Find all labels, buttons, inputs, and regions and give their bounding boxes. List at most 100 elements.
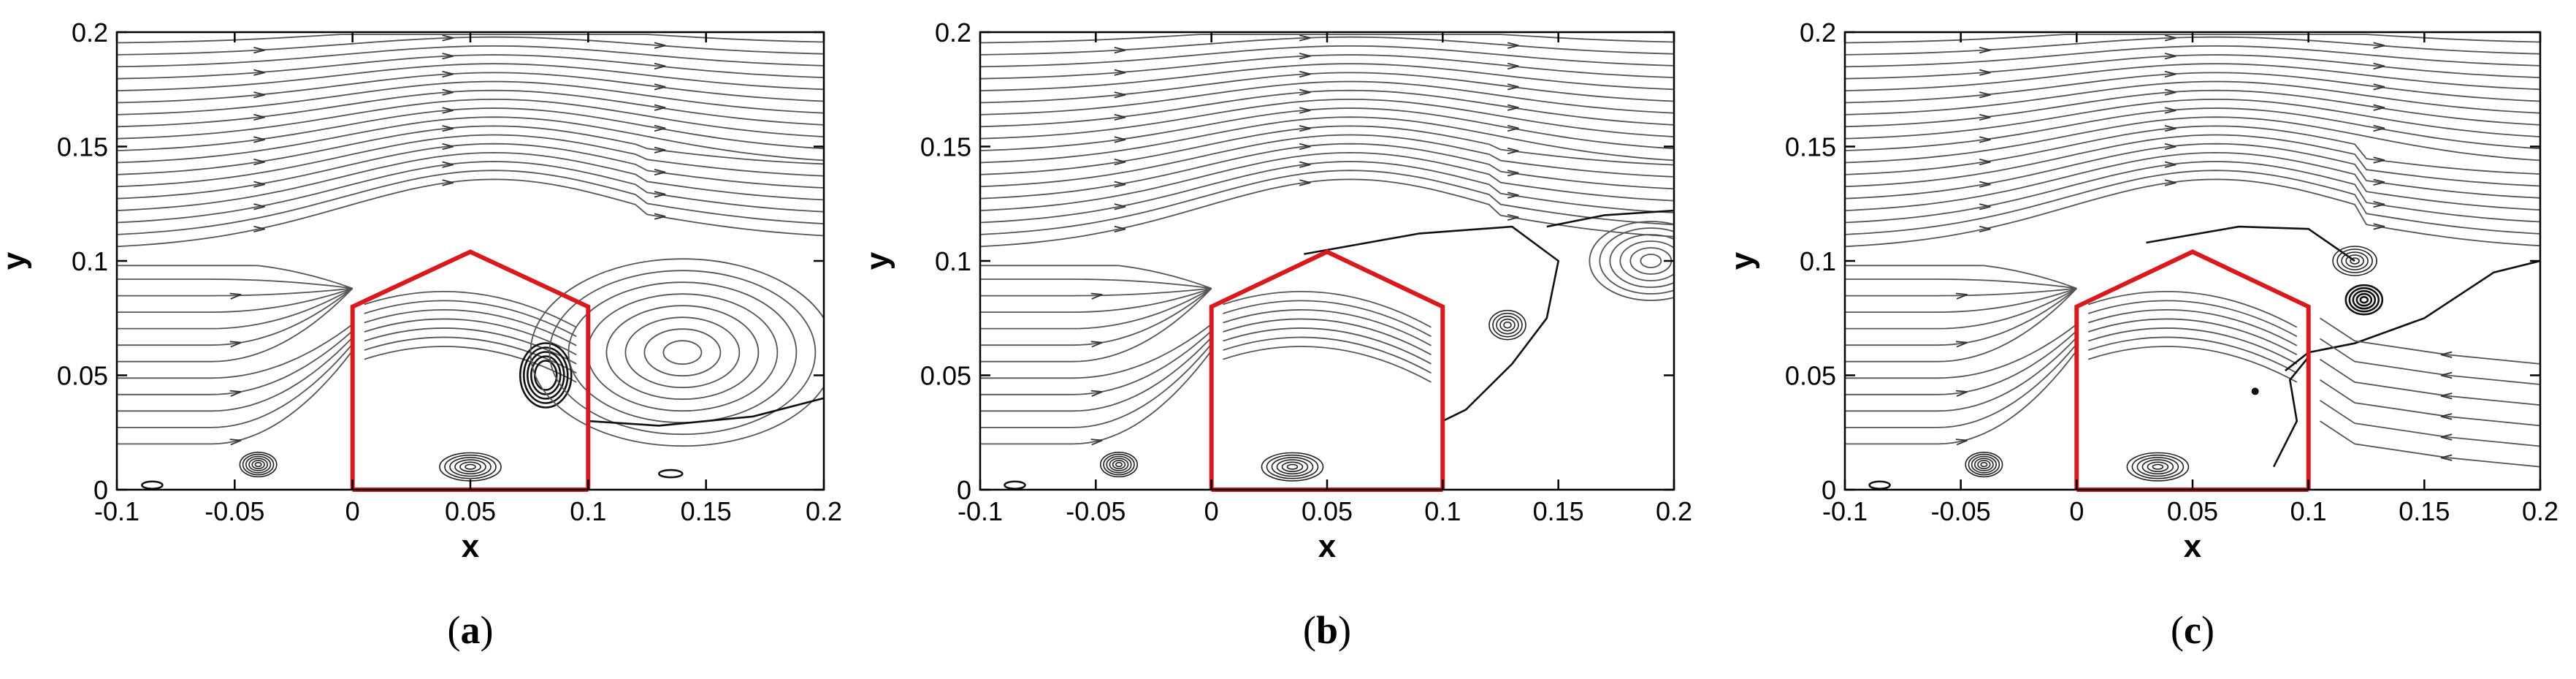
upstream-vortex-ring	[242, 453, 275, 476]
x-tick-label: 0.05	[445, 496, 496, 526]
streamline-arrow	[1507, 170, 1519, 177]
x-tick-label: 0	[1204, 496, 1219, 526]
corner-vortex	[1004, 480, 1026, 490]
reverse-streamline	[2320, 400, 2540, 447]
streamline-arrow	[253, 181, 265, 188]
streamline	[117, 98, 824, 140]
streamline	[117, 178, 824, 248]
interior-streamline	[2087, 309, 2298, 346]
interior-streamline	[364, 336, 577, 374]
interior-streamline	[2087, 318, 2298, 356]
streamline-arrow	[1299, 34, 1311, 42]
interior-loop	[533, 360, 558, 391]
ground-vortex-ring	[449, 457, 492, 477]
upstream-vortex-ring	[1980, 461, 1988, 468]
streamline-arrow	[1955, 439, 1968, 446]
wake-vortex-ring	[1503, 321, 1512, 329]
ground-vortex-ring	[1281, 461, 1304, 472]
streamline	[980, 287, 1212, 297]
caption-paren: )	[2201, 608, 2214, 652]
streamline	[1845, 287, 2077, 330]
interior-loop	[522, 346, 569, 404]
streamline	[980, 151, 1674, 211]
wake-vortex-ring	[624, 316, 741, 389]
streamline	[1845, 98, 2540, 140]
y-axis-title: y	[0, 251, 32, 270]
x-tick-label: -0.1	[958, 496, 1003, 526]
streamline-arrow	[2164, 88, 2176, 96]
streamline	[117, 287, 353, 346]
streamline	[117, 45, 824, 68]
streamline	[1845, 344, 2077, 428]
x-tick-label: -0.1	[1822, 496, 1868, 526]
corner-vortex	[1868, 480, 1891, 490]
roof-vortex-ring	[2341, 251, 2369, 270]
interior-streamline	[2087, 336, 2298, 374]
streamline	[980, 287, 1212, 346]
interior-streamline	[1223, 327, 1432, 365]
caption-paren: )	[1338, 608, 1351, 652]
streamline-arrow	[2164, 125, 2176, 132]
streamline-arrow	[2373, 83, 2385, 91]
streamline	[1845, 89, 2540, 128]
streamlines	[980, 34, 1674, 490]
interior-streamline	[1223, 309, 1432, 346]
interior-streamline	[1223, 290, 1432, 328]
caption-paren: (	[2171, 608, 2184, 652]
panel-a: -0.1 -0.05 0 0.05 0.1 0.15 0.2 0 0.05 0.1 0.15 0.2 x…	[0, 18, 842, 652]
y-tick-label: 0.1	[1800, 246, 1836, 276]
streamline	[980, 134, 1674, 188]
streamline	[980, 344, 1212, 428]
streamline-arrow	[2440, 351, 2453, 358]
interior-streamline	[2087, 300, 2298, 338]
interior-streamline	[1223, 300, 1432, 338]
streamline-arrow	[1955, 341, 1968, 348]
y-tick-label: 0	[1822, 475, 1836, 505]
streamlines	[117, 34, 824, 490]
streamline-arrow	[253, 136, 265, 143]
streamline-arrow	[1114, 136, 1126, 143]
streamline-arrow	[1507, 104, 1519, 111]
streamline	[1845, 80, 2540, 115]
streamline	[980, 107, 1674, 151]
streamline-arrow	[1299, 143, 1311, 151]
streamline	[117, 323, 353, 379]
streamline-arrow	[1507, 124, 1519, 132]
streamline-arrow	[654, 104, 666, 111]
interior-streamline	[1223, 318, 1432, 356]
x-tick-label: 0.05	[1302, 496, 1353, 526]
upstream-vortex-ring	[1103, 453, 1135, 476]
streamline-arrow	[1114, 91, 1126, 99]
caption-paren: )	[481, 608, 494, 652]
upstream-vortex-ring	[239, 451, 278, 478]
caption-letter: a	[461, 608, 481, 652]
streamline	[980, 350, 1212, 445]
panel-c: -0.1 -0.05 0 0.05 0.1 0.15 0.2 0 0.05 0.1 0.15 0.2 x…	[1724, 18, 2558, 652]
streamline-arrow	[1507, 191, 1519, 199]
streamline-arrow	[229, 439, 242, 446]
y-tick-label: 0.15	[920, 132, 971, 162]
ground-vortex-ring	[1261, 452, 1324, 482]
streamline-arrow	[1299, 88, 1311, 96]
roof-vortex-ring	[2350, 257, 2360, 265]
streamline	[980, 323, 1212, 379]
streamline-arrow	[442, 161, 454, 168]
y-tick-label: 0.1	[72, 246, 108, 276]
interior-streamline	[2087, 346, 2298, 383]
ground-vortex-ring	[2141, 459, 2174, 475]
shear-layer	[1546, 209, 1674, 228]
wake-vortex-ring	[1496, 315, 1519, 335]
streamline	[117, 143, 824, 200]
streamline	[117, 265, 353, 289]
streamline-arrow	[1979, 136, 1991, 143]
streamline-arrow	[253, 225, 265, 232]
ground-vortex-ring	[465, 463, 476, 470]
streamline	[117, 80, 824, 115]
streamline-arrow	[1979, 69, 1991, 76]
upstream-vortex-ring	[251, 460, 265, 469]
streamline-arrow	[1114, 203, 1126, 210]
wake-vortex-ring	[567, 281, 798, 424]
streamline	[1845, 337, 2077, 412]
interior-loop	[526, 351, 565, 400]
